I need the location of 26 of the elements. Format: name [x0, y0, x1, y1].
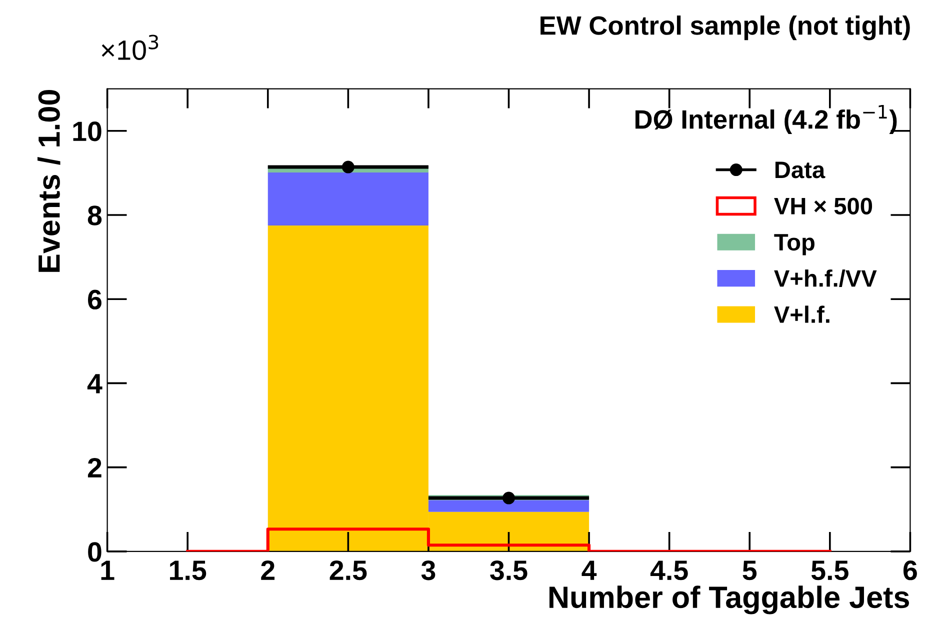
legend-label: Top: [774, 234, 814, 256]
text: ×10$^{3}$: [102, 34, 158, 60]
y-tick-label: 8: [88, 206, 102, 226]
y-tick-label: 2: [88, 458, 102, 478]
x-tick-label: 3: [421, 560, 436, 580]
x-tick-label: 5: [742, 560, 757, 580]
legend-label: V+h.f./VV: [774, 269, 877, 288]
x-axis-title: Number of Taggable Jets: [549, 586, 909, 614]
legend-label: VH × 500: [774, 198, 872, 214]
x-tick-label: 1: [101, 560, 114, 580]
chart-title: EW Control sample (not tight): [540, 16, 910, 40]
x-tick-label: 6: [903, 560, 917, 580]
x-tick-label: 4.5: [650, 560, 688, 580]
x-tick-label: 3.5: [490, 560, 528, 580]
x-tick-label: 2.5: [330, 560, 367, 580]
y-tick-label: 0: [88, 542, 102, 562]
x-tick-label: 4: [582, 560, 597, 580]
y-tick-label: 6: [88, 290, 102, 310]
x-tick-label: 2: [261, 560, 274, 580]
legend-label: Data: [775, 162, 826, 178]
y-tick-label: 4: [87, 374, 102, 394]
y-tick-label: 10: [73, 122, 102, 142]
legend-label: V+l.f.: [774, 306, 830, 323]
y-axis-title: Events / 1.00: [38, 90, 60, 272]
x-tick-label: 5.5: [811, 560, 848, 580]
x-tick-label: 1.5: [170, 560, 206, 580]
